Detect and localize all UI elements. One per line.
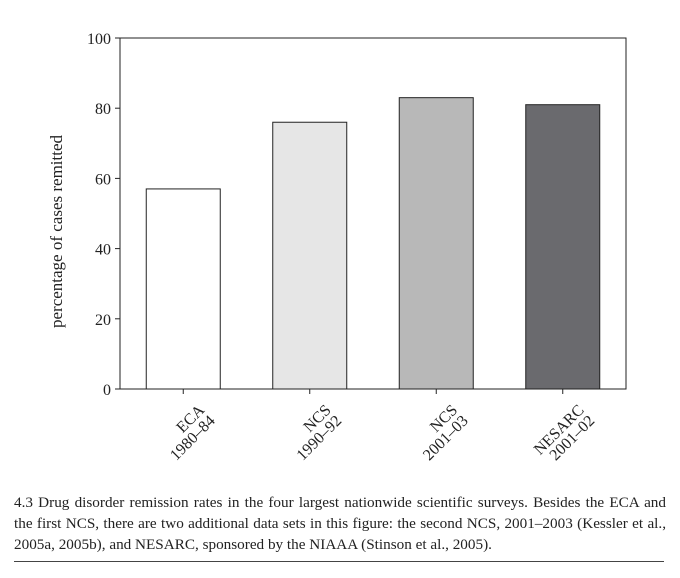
bar-1 [272,121,348,390]
plot-frame [119,37,627,390]
x-tick-label: NCS2001–03 [409,402,471,464]
y-tick-label: 40 [95,242,111,259]
x-tick-label: NCS1990–92 [283,402,345,464]
y-tick-label: 20 [95,312,111,329]
bar-chart: 0 20 40 60 80 100 ECA1980–84 NCS1990–92 NCS2001… [47,31,627,469]
bar-3 [525,104,601,390]
bar-2 [398,97,474,390]
y-tick-label: 80 [95,101,111,118]
figure-caption: 4.3 Drug disorder remission rates in the… [14,494,666,553]
x-tick-label: ECA1980–84 [156,401,219,464]
caption-rule [14,561,664,562]
y-axis: 0 20 40 60 80 100 [87,31,120,399]
y-tick-label: 60 [95,171,111,188]
y-tick-label: 100 [87,31,111,48]
bars [145,97,601,390]
x-axis: ECA1980–84 NCS1990–92 NCS2001–03 NESARC2001… [156,389,598,469]
x-tick-label: NESARC2001–02 [531,402,598,469]
y-axis-label: percentage of cases remitted [47,134,66,328]
bar-0 [145,188,221,390]
y-tick-label: 0 [103,382,111,399]
